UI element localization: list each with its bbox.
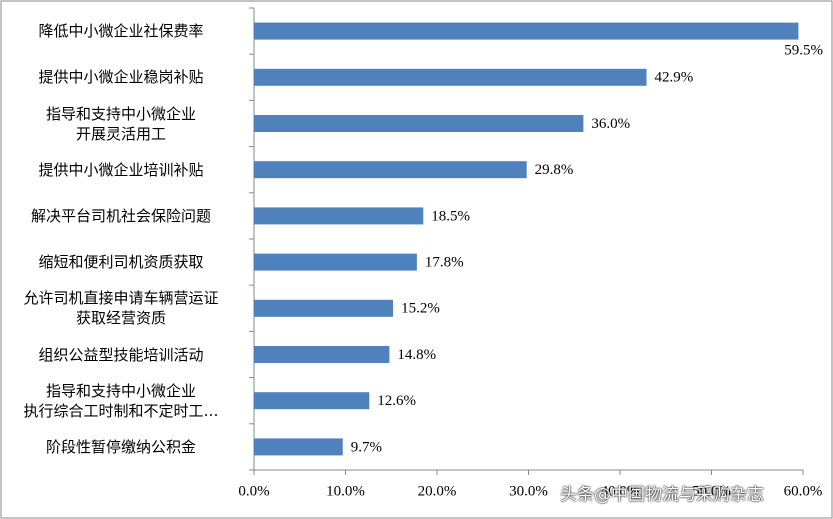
category-label: 指导和支持中小微企业 开展灵活用工 (45, 104, 196, 143)
watermark: 头条@中国物流与采购杂志 (560, 485, 764, 505)
bar (254, 253, 417, 271)
x-tick-label: 60.0% (784, 483, 823, 499)
category-label: 提供中小微企业培训补贴 (38, 160, 204, 179)
value-label: 42.9% (655, 70, 694, 86)
value-label: 59.5% (784, 43, 823, 59)
bar (254, 161, 527, 179)
category-label: 阶段性暂停缴纳公积金 (45, 437, 196, 456)
x-tick-label: 10.0% (326, 483, 365, 499)
bar (254, 68, 647, 86)
bar (254, 22, 799, 40)
bar (254, 299, 394, 317)
bar (254, 346, 390, 363)
value-label: 9.7% (351, 439, 382, 455)
bar (254, 392, 370, 410)
x-tick-label: 40.0% (601, 483, 640, 499)
category-label: 组织公益型技能培训活动 (38, 345, 204, 364)
category-label: 缩短和便利司机资质获取 (38, 253, 204, 272)
category-label: 降低中小微企业社保费率 (38, 22, 204, 41)
value-label: 17.8% (425, 255, 464, 271)
bar (254, 115, 584, 132)
category-label: 指导和支持中小微企业 执行综合工时制和不定时工… (23, 381, 219, 420)
x-tick-label: 50.0% (692, 483, 731, 499)
value-label: 18.5% (431, 208, 470, 224)
value-label: 15.2% (401, 301, 440, 317)
x-tick-label: 0.0% (238, 483, 269, 499)
value-label: 29.8% (535, 162, 574, 178)
value-label: 12.6% (377, 393, 416, 409)
category-label: 提供中小微企业稳岗补贴 (38, 68, 204, 87)
category-label: 允许司机直接申请车辆营运证 获取经营资质 (23, 289, 219, 328)
x-tick-label: 20.0% (418, 483, 457, 499)
value-label: 14.8% (397, 347, 436, 363)
bar (254, 438, 343, 456)
value-label: 36.0% (591, 116, 630, 132)
bar (254, 207, 424, 225)
x-tick-label: 30.0% (509, 483, 548, 499)
category-label: 解决平台司机社会保险问题 (30, 206, 211, 225)
